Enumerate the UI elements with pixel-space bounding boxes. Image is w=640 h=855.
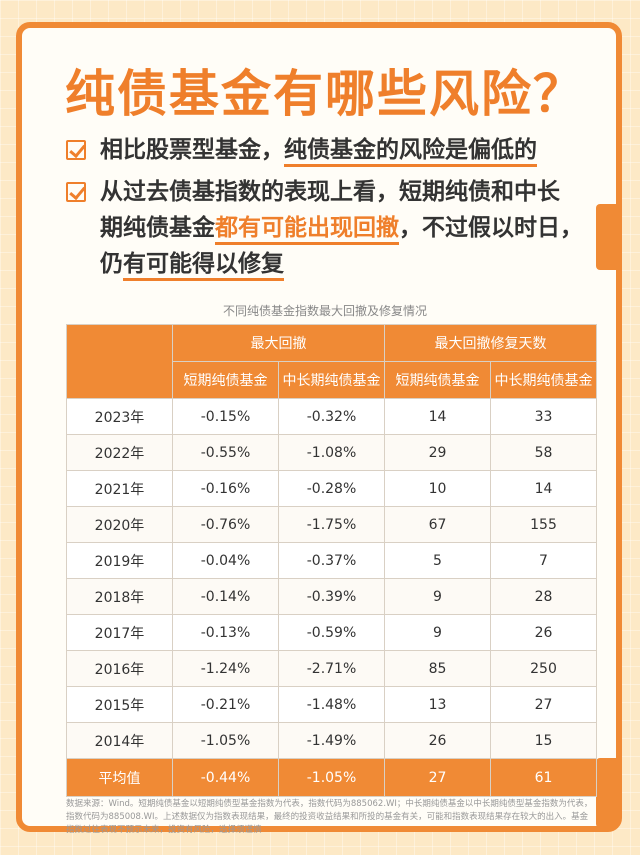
- group-header-recovery-days: 最大回撤修复天数: [384, 324, 597, 362]
- table-cell: -0.37%: [278, 542, 385, 579]
- table-cell: 平均值: [66, 758, 173, 797]
- table-cell: 2022年: [66, 434, 173, 471]
- table-row: 2023年 -0.15% -0.32% 14 33: [66, 398, 597, 435]
- table-cell: 85: [384, 650, 491, 687]
- sub-header: 中长期纯债基金: [490, 361, 597, 399]
- table-cell: 9: [384, 578, 491, 615]
- table-row: 2022年 -0.55% -1.08% 29 58: [66, 434, 597, 471]
- table-cell: 58: [490, 434, 597, 471]
- bullet-2: 从过去债基指数的表现上看，短期纯债和中长 期纯债基金都有可能出现回撤，不过假以时…: [66, 174, 583, 282]
- average-row: 平均值 -0.44% -1.05% 27 61: [66, 758, 597, 797]
- table-body: 2023年 -0.15% -0.32% 14 33 2022年 -0.55% -1.08% 29…: [66, 398, 597, 797]
- table-cell: -0.76%: [172, 506, 279, 543]
- table-cell: 27: [490, 686, 597, 723]
- sub-header: 短期纯债基金: [172, 361, 279, 399]
- table-row: 2015年 -0.21% -1.48% 13 27: [66, 686, 597, 723]
- footnote: 数据来源：Wind。短期纯债基金以短期纯债型基金指数为代表，指数代码为88506…: [66, 799, 593, 835]
- table-cell: -0.59%: [278, 614, 385, 651]
- bullet-1: 相比股票型基金，纯债基金的风险是偏低的: [66, 132, 537, 168]
- table-cell: 2017年: [66, 614, 173, 651]
- table-cell: -1.08%: [278, 434, 385, 471]
- table-cell: -0.04%: [172, 542, 279, 579]
- table-cell: -0.16%: [172, 470, 279, 507]
- table-row: 2018年 -0.14% -0.39% 9 28: [66, 578, 597, 615]
- table-cell: -1.05%: [172, 722, 279, 759]
- table-row: 2019年 -0.04% -0.37% 5 7: [66, 542, 597, 579]
- table-cell: 15: [490, 722, 597, 759]
- side-tab: [596, 204, 616, 270]
- table-cell: 155: [490, 506, 597, 543]
- bullet-2-line-2-tail: ，不过假以时日，: [399, 215, 583, 241]
- table-row: 2016年 -1.24% -2.71% 85 250: [66, 650, 597, 687]
- table-cell: -0.15%: [172, 398, 279, 435]
- table-cell: -0.39%: [278, 578, 385, 615]
- bullet-1-highlight: 纯债基金的风险是偏低的: [284, 137, 537, 167]
- table-cell: -0.28%: [278, 470, 385, 507]
- table-cell: -1.48%: [278, 686, 385, 723]
- bullet-2-line-2-text: 期纯债基金: [100, 215, 215, 241]
- table-cell: 14: [490, 470, 597, 507]
- table-cell: -0.32%: [278, 398, 385, 435]
- table-cell: -1.24%: [172, 650, 279, 687]
- bullet-2-highlight: 都有可能出现回撤: [215, 215, 399, 245]
- table-cell: 7: [490, 542, 597, 579]
- table-cell: 250: [490, 650, 597, 687]
- table-cell: 2018年: [66, 578, 173, 615]
- table-cell: -0.44%: [172, 758, 279, 797]
- table-cell: 2023年: [66, 398, 173, 435]
- sub-header: 中长期纯债基金: [278, 361, 385, 399]
- group-header-drawdown: 最大回撤: [172, 324, 385, 362]
- table-cell: -0.14%: [172, 578, 279, 615]
- table-cell: 33: [490, 398, 597, 435]
- table-cell: 61: [490, 758, 597, 797]
- table-cell: 10: [384, 470, 491, 507]
- table-cell: 26: [384, 722, 491, 759]
- table-cell: -1.49%: [278, 722, 385, 759]
- table-cell: -1.05%: [278, 758, 385, 797]
- table-cell: -2.71%: [278, 650, 385, 687]
- table-cell: 2014年: [66, 722, 173, 759]
- table-cell: -0.21%: [172, 686, 279, 723]
- table-cell: -0.55%: [172, 434, 279, 471]
- table-cell: 2020年: [66, 506, 173, 543]
- table-row: 2017年 -0.13% -0.59% 9 26: [66, 614, 597, 651]
- checkbox-icon: [66, 182, 86, 202]
- table-cell: 5: [384, 542, 491, 579]
- bullet-2-line-1: 从过去债基指数的表现上看，短期纯债和中长: [100, 179, 560, 205]
- drawdown-table: 最大回撤 最大回撤修复天数 短期纯债基金 中长期纯债基金 短期纯债基金 中长期纯…: [66, 324, 597, 797]
- corner-header-cell: [66, 324, 173, 399]
- table-cell: 28: [490, 578, 597, 615]
- table-cell: -0.13%: [172, 614, 279, 651]
- table-row: 2014年 -1.05% -1.49% 26 15: [66, 722, 597, 759]
- side-tab: [596, 758, 616, 828]
- table-cell: 67: [384, 506, 491, 543]
- page-title: 纯债基金有哪些风险？: [65, 65, 585, 123]
- table-cell: 2016年: [66, 650, 173, 687]
- bullet-1-text: 相比股票型基金，: [100, 137, 284, 163]
- table-row: 2020年 -0.76% -1.75% 67 155: [66, 506, 597, 543]
- table-cell: -1.75%: [278, 506, 385, 543]
- table-cell: 27: [384, 758, 491, 797]
- table-caption: 不同纯债基金指数最大回撤及修复情况: [222, 304, 427, 318]
- table-cell: 13: [384, 686, 491, 723]
- table-cell: 2015年: [66, 686, 173, 723]
- table-cell: 14: [384, 398, 491, 435]
- table-cell: 2019年: [66, 542, 173, 579]
- sub-header: 短期纯债基金: [384, 361, 491, 399]
- table-cell: 9: [384, 614, 491, 651]
- table-cell: 29: [384, 434, 491, 471]
- bullet-2-highlight-2: 有可能得以修复: [123, 251, 284, 281]
- checkbox-icon: [66, 140, 86, 160]
- table-row: 2021年 -0.16% -0.28% 10 14: [66, 470, 597, 507]
- table-cell: 2021年: [66, 470, 173, 507]
- table-cell: 26: [490, 614, 597, 651]
- bullet-2-line-3-text: 仍: [100, 251, 123, 277]
- card-frame: 纯债基金有哪些风险？ 相比股票型基金，纯债基金的风险是偏低的 从过去债基指数的表…: [16, 22, 622, 835]
